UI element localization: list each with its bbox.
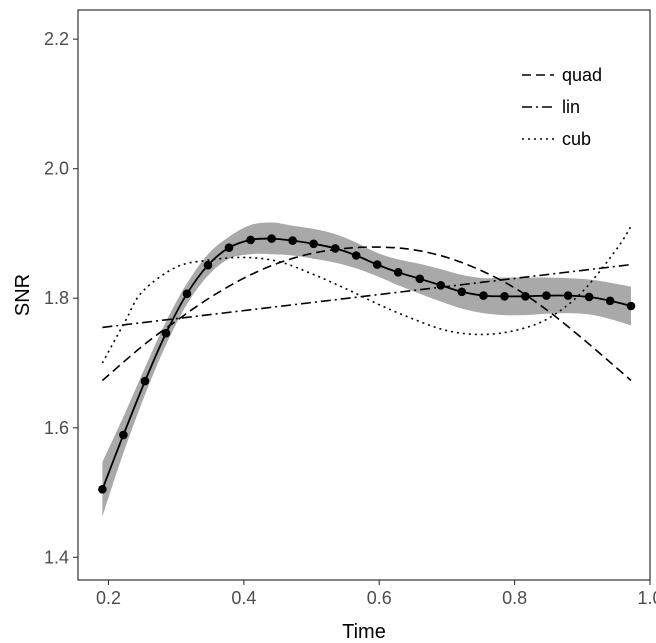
- series-line-cub: [101, 225, 632, 364]
- observed-point: [626, 301, 636, 311]
- axes: 0.2 0.4 0.6 0.8 1.0 1.4 1.6 1.8 2.0 2.2: [44, 29, 656, 608]
- legend-label-quad: quad: [562, 65, 602, 85]
- observed-point: [415, 274, 425, 284]
- y-axis-title: SNR: [12, 274, 34, 316]
- x-axis-title: Time: [342, 621, 386, 643]
- observed-point: [161, 328, 171, 338]
- panel-border: [77, 9, 651, 581]
- observed-point: [246, 235, 255, 245]
- observed-point: [563, 291, 573, 300]
- observed-point: [330, 244, 340, 253]
- legend-label-lin: lin: [562, 97, 580, 117]
- series-line-quad: [101, 246, 632, 382]
- observed-point: [521, 292, 530, 301]
- observed-point: [393, 268, 403, 277]
- observed-point: [224, 243, 234, 252]
- observed-point: [500, 292, 509, 301]
- observed-point: [605, 296, 615, 306]
- observed-point: [288, 236, 297, 245]
- y-tick-label: 2.0: [44, 159, 69, 179]
- x-tick-label: 0.6: [367, 588, 392, 608]
- observed-point: [182, 289, 192, 299]
- observed-point: [98, 485, 107, 494]
- x-tick-label: 1.0: [637, 588, 656, 608]
- observed-point: [372, 260, 382, 269]
- x-tick-label: 0.4: [231, 588, 256, 608]
- x-tick-label: 0.8: [502, 588, 527, 608]
- plot-area: [98, 222, 636, 517]
- observed-point: [309, 239, 318, 249]
- observed-point: [267, 234, 276, 243]
- legend: quad lin cub: [522, 65, 602, 149]
- y-tick-label: 1.8: [44, 288, 69, 308]
- legend-label-cub: cub: [562, 129, 591, 149]
- observed-point: [140, 376, 150, 386]
- observed-point: [457, 287, 467, 297]
- observed-point: [479, 291, 488, 300]
- y-tick-label: 1.4: [44, 547, 69, 567]
- observed-point: [436, 281, 446, 290]
- observed-point: [584, 292, 594, 302]
- y-tick-label: 1.6: [44, 418, 69, 438]
- observed-point: [119, 430, 128, 440]
- observed-point: [203, 260, 213, 270]
- series-line-lin: [102, 263, 632, 329]
- x-tick-label: 0.2: [96, 588, 121, 608]
- y-tick-label: 2.2: [44, 29, 69, 49]
- observed-point: [351, 251, 361, 260]
- observed-point: [542, 291, 551, 300]
